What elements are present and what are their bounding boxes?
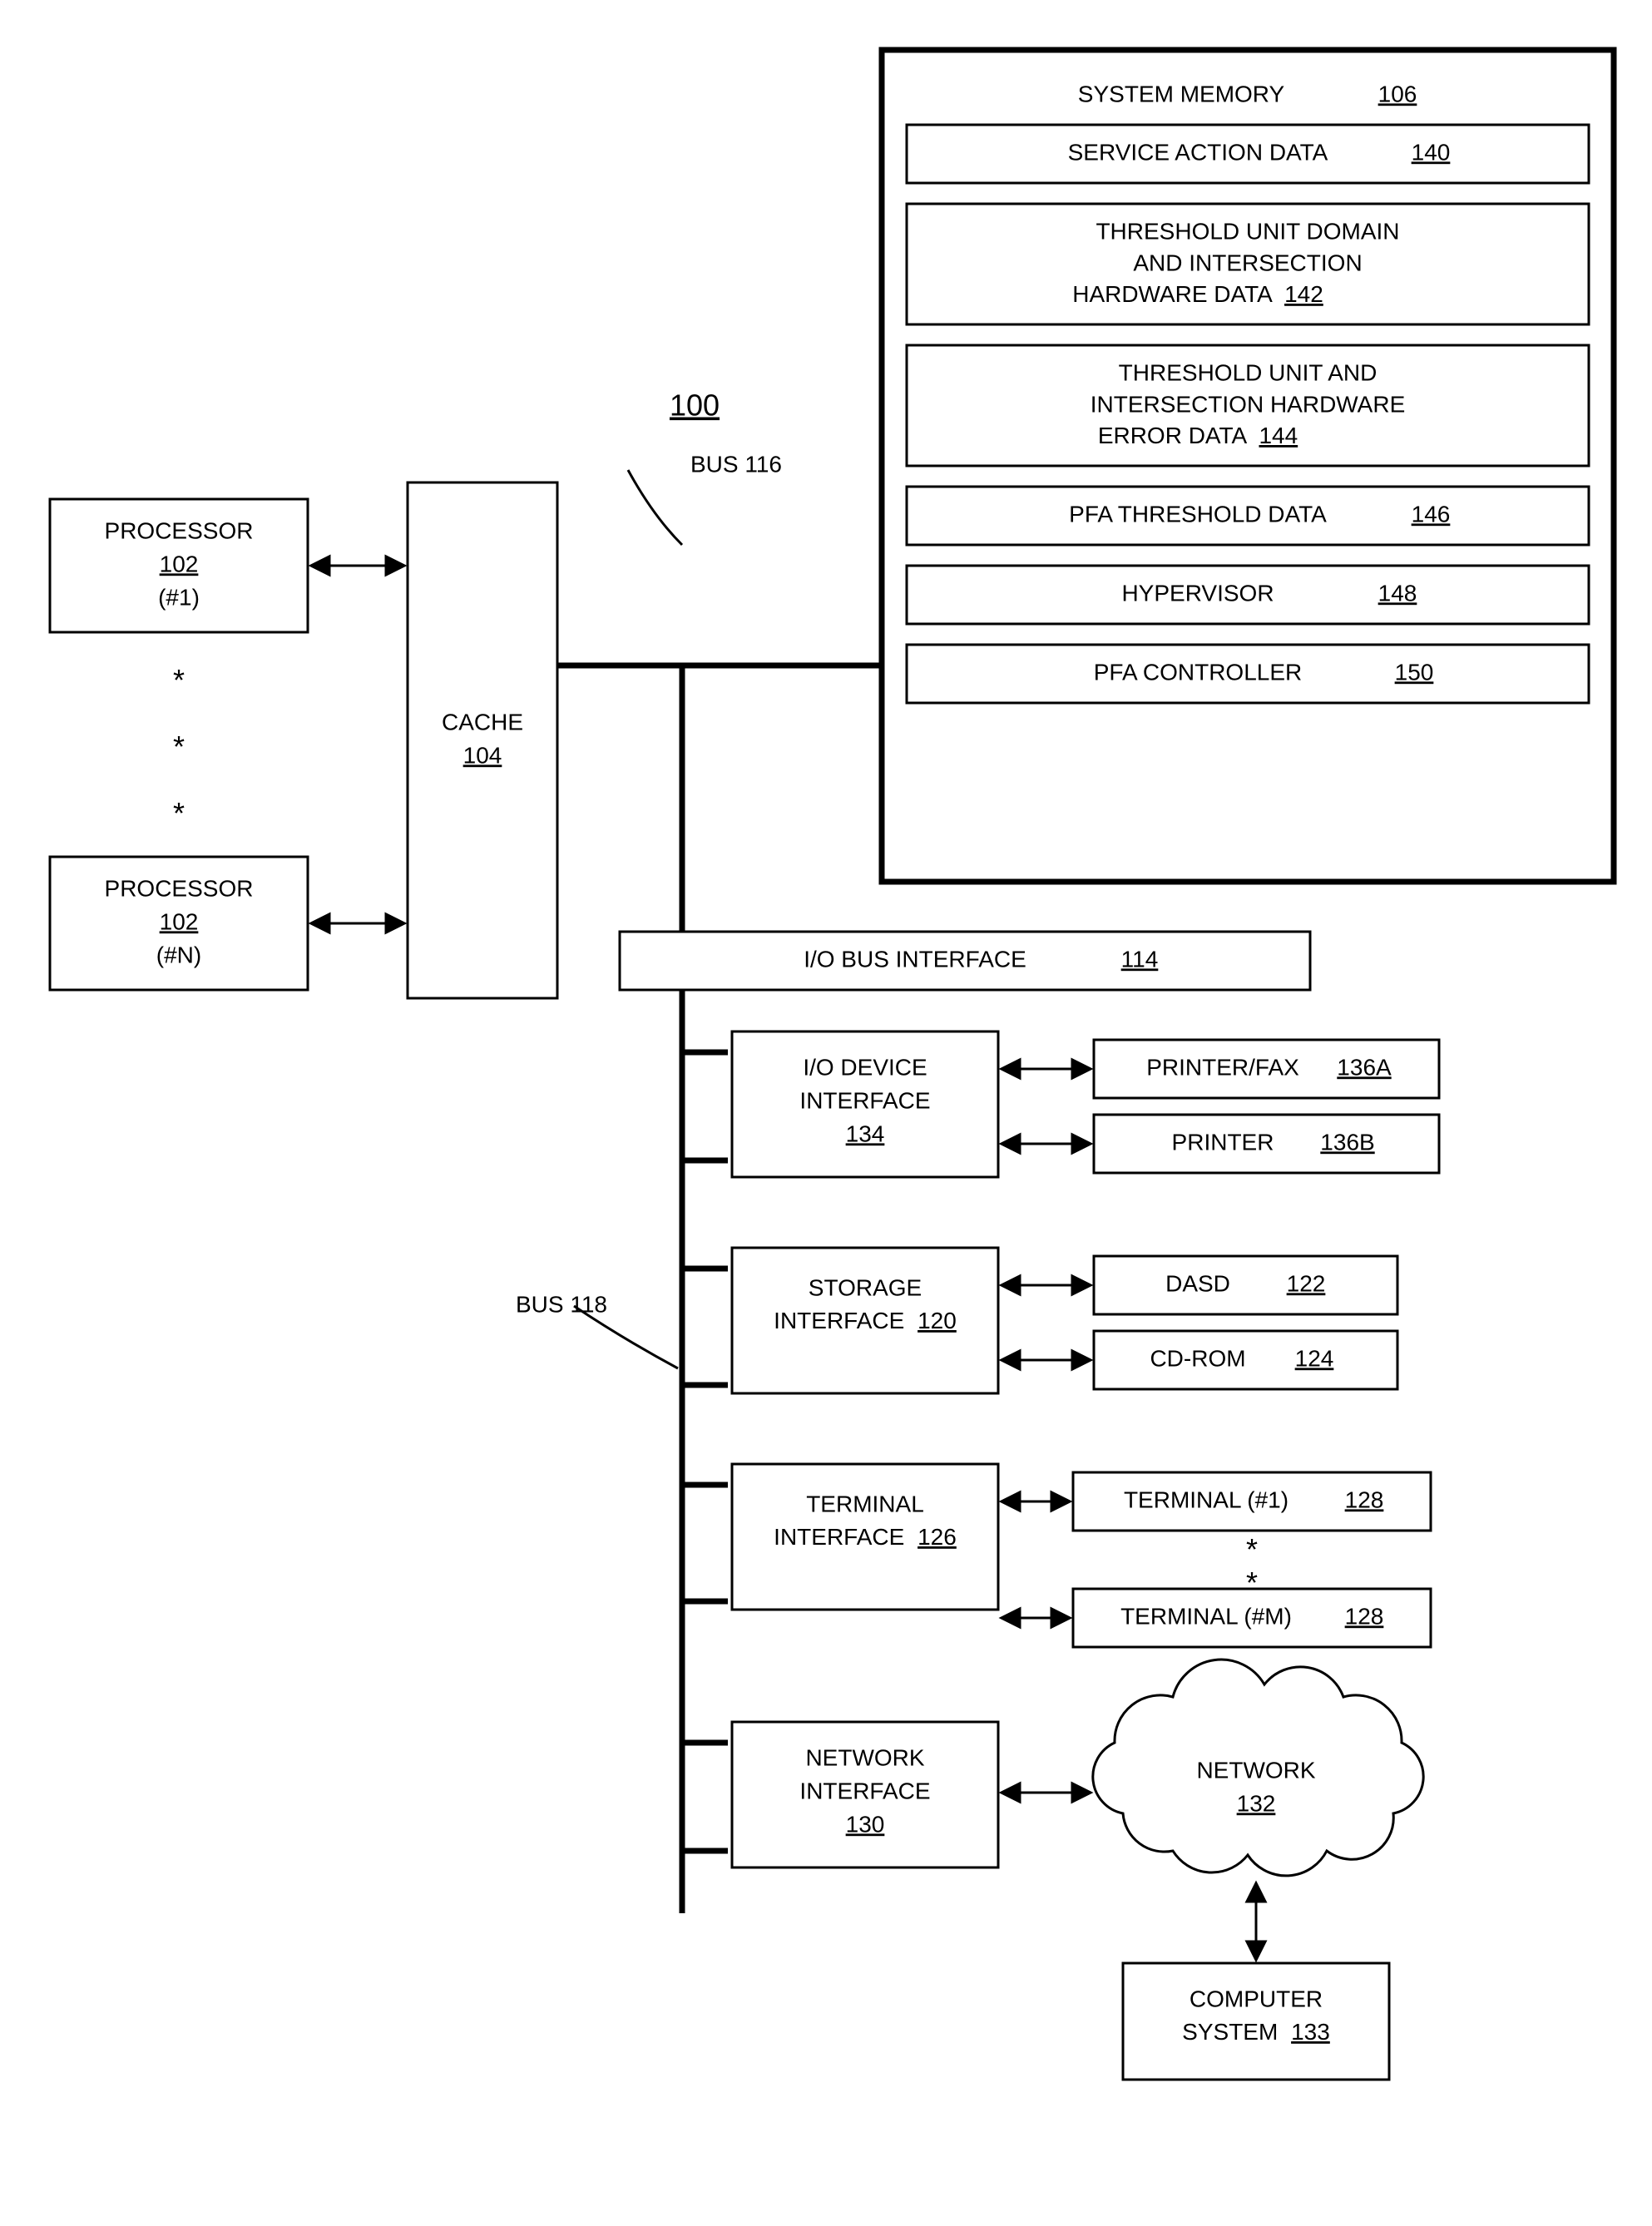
svg-text:PROCESSOR: PROCESSOR [105,875,254,901]
terminal-interface-box: TERMINAL INTERFACE 126 [682,1464,998,1610]
svg-text:(#1): (#1) [158,584,200,610]
svg-text:132: 132 [1237,1790,1276,1816]
svg-text:*: * [173,663,185,697]
svg-text:PROCESSOR: PROCESSOR [105,517,254,543]
network-cloud: NETWORK 132 [1093,1660,1423,1876]
svg-text:NETWORK: NETWORK [805,1744,924,1770]
svg-text:124: 124 [1295,1345,1334,1371]
svg-text:I/O BUS INTERFACE: I/O BUS INTERFACE [804,946,1026,972]
svg-text:CD-ROM: CD-ROM [1150,1345,1245,1371]
svg-text:BUS 116: BUS 116 [690,451,782,477]
memory-item-148: HYPERVISOR 148 [907,566,1589,624]
svg-text:SYSTEM MEMORY: SYSTEM MEMORY [1078,81,1285,106]
svg-text:BUS 118: BUS 118 [516,1291,607,1317]
svg-text:*: * [173,730,185,764]
io-device-interface-box: I/O DEVICE INTERFACE 134 [682,1031,998,1177]
svg-text:122: 122 [1287,1270,1326,1296]
memory-item-142: THRESHOLD UNIT DOMAIN AND INTERSECTION H… [907,204,1589,324]
svg-text:INTERFACE 120: INTERFACE 120 [774,1308,957,1333]
bus-116: BUS 116 [557,451,882,1007]
processor-ellipsis: * * * [173,663,185,830]
svg-text:AND INTERSECTION: AND INTERSECTION [1133,250,1362,275]
cdrom-box: CD-ROM 124 [1094,1331,1397,1389]
svg-text:HARDWARE DATA 142: HARDWARE DATA 142 [1072,281,1323,307]
memory-item-150: PFA CONTROLLER 150 [907,645,1589,703]
processor-1-box: PROCESSOR 102 (#1) [50,499,308,632]
svg-text:STORAGE: STORAGE [809,1274,922,1300]
svg-text:PRINTER/FAX: PRINTER/FAX [1146,1054,1299,1080]
svg-text:128: 128 [1345,1486,1384,1512]
svg-text:TERMINAL: TERMINAL [806,1491,924,1516]
svg-text:SYSTEM 133: SYSTEM 133 [1182,2019,1330,2045]
bus-118: BUS 118 [516,990,682,1913]
svg-text:148: 148 [1378,580,1417,606]
svg-text:134: 134 [846,1120,885,1146]
storage-interface-box: STORAGE INTERFACE 120 [682,1248,998,1393]
svg-text:ERROR DATA 144: ERROR DATA 144 [1098,423,1298,448]
svg-text:114: 114 [1121,946,1159,972]
svg-text:102: 102 [160,908,199,934]
cache-box: CACHE 104 [408,482,557,998]
svg-text:136A: 136A [1337,1054,1392,1080]
svg-text:INTERFACE: INTERFACE [799,1087,930,1113]
svg-text:HYPERVISOR: HYPERVISOR [1121,580,1274,606]
svg-text:104: 104 [463,742,502,768]
io-bus-interface-box: I/O BUS INTERFACE 114 [620,932,1310,990]
svg-text:INTERFACE: INTERFACE [799,1778,930,1803]
figure-ref: 100 [670,388,720,423]
svg-text:CACHE: CACHE [442,709,523,735]
svg-text:THRESHOLD UNIT DOMAIN: THRESHOLD UNIT DOMAIN [1096,218,1399,244]
svg-text:102: 102 [160,551,199,576]
svg-text:PFA CONTROLLER: PFA CONTROLLER [1094,659,1303,685]
svg-text:COMPUTER: COMPUTER [1190,1986,1323,2011]
dasd-box: DASD 122 [1094,1256,1397,1314]
svg-text:INTERSECTION HARDWARE: INTERSECTION HARDWARE [1091,391,1406,417]
svg-text:THRESHOLD UNIT AND: THRESHOLD UNIT AND [1119,359,1377,385]
svg-text:NETWORK: NETWORK [1196,1757,1315,1783]
svg-text:(#N): (#N) [156,942,201,967]
svg-text:I/O DEVICE: I/O DEVICE [803,1054,927,1080]
svg-text:136B: 136B [1320,1129,1374,1155]
svg-text:140: 140 [1412,139,1451,165]
svg-text:150: 150 [1395,659,1434,685]
memory-item-140: SERVICE ACTION DATA 140 [907,125,1589,183]
svg-text:DASD: DASD [1165,1270,1230,1296]
svg-text:100: 100 [670,388,720,423]
svg-text:130: 130 [846,1811,885,1837]
terminal-1-box: TERMINAL (#1) 128 [1073,1472,1431,1531]
svg-text:106: 106 [1378,81,1417,106]
svg-text:TERMINAL (#1): TERMINAL (#1) [1124,1486,1288,1512]
svg-text:146: 146 [1412,501,1451,527]
computer-system-box: COMPUTER SYSTEM 133 [1123,1963,1389,2080]
svg-text:PFA THRESHOLD DATA: PFA THRESHOLD DATA [1069,501,1327,527]
processor-n-box: PROCESSOR 102 (#N) [50,857,308,990]
memory-item-144: THRESHOLD UNIT AND INTERSECTION HARDWARE… [907,345,1589,466]
svg-text:INTERFACE 126: INTERFACE 126 [774,1524,957,1550]
svg-text:TERMINAL (#M): TERMINAL (#M) [1120,1603,1292,1629]
svg-text:PRINTER: PRINTER [1172,1129,1274,1155]
svg-text:*: * [173,796,185,830]
terminal-ellipsis: * [1246,1532,1258,1566]
svg-text:128: 128 [1345,1603,1384,1629]
memory-item-146: PFA THRESHOLD DATA 146 [907,487,1589,545]
terminal-m-box: TERMINAL (#M) 128 [1073,1589,1431,1647]
network-interface-box: NETWORK INTERFACE 130 [682,1722,998,1867]
printer-fax-box: PRINTER/FAX 136A [1094,1040,1439,1098]
printer-box: PRINTER 136B [1094,1115,1439,1173]
svg-text:SERVICE ACTION DATA: SERVICE ACTION DATA [1068,139,1328,165]
